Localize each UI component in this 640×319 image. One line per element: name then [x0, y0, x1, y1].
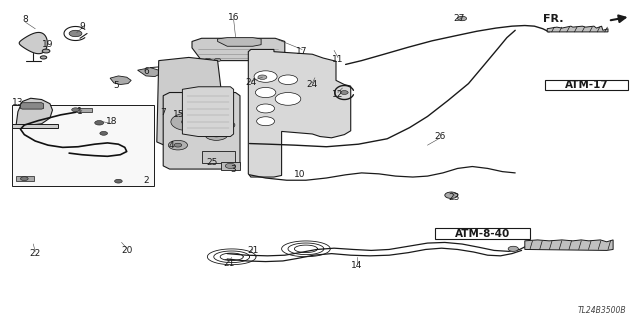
Text: 22: 22	[29, 249, 41, 258]
Circle shape	[168, 140, 188, 150]
Circle shape	[207, 114, 215, 117]
Circle shape	[69, 30, 82, 37]
Text: 11: 11	[332, 55, 344, 63]
Circle shape	[196, 126, 207, 131]
Text: 25: 25	[207, 158, 218, 167]
Text: 5: 5	[114, 81, 119, 90]
Circle shape	[269, 58, 275, 62]
Polygon shape	[157, 57, 227, 149]
Circle shape	[214, 58, 221, 62]
Text: 3: 3	[231, 165, 236, 174]
Text: 2: 2	[143, 176, 148, 185]
Text: ATM-8-40: ATM-8-40	[455, 228, 510, 239]
Text: TL24B3500B: TL24B3500B	[577, 306, 626, 315]
Bar	[435, 228, 530, 239]
Circle shape	[189, 122, 214, 135]
Text: 6: 6	[143, 67, 148, 76]
Circle shape	[174, 143, 182, 147]
Bar	[545, 80, 628, 90]
Polygon shape	[218, 38, 261, 46]
Polygon shape	[248, 49, 351, 177]
Circle shape	[95, 121, 104, 125]
Polygon shape	[182, 87, 234, 137]
Polygon shape	[12, 124, 58, 128]
Polygon shape	[547, 26, 608, 32]
Circle shape	[163, 110, 173, 115]
Text: 4: 4	[169, 141, 174, 150]
Circle shape	[257, 104, 275, 113]
Circle shape	[259, 58, 266, 62]
Circle shape	[254, 71, 277, 82]
Text: 23: 23	[449, 193, 460, 202]
Polygon shape	[163, 93, 240, 169]
Circle shape	[255, 87, 276, 98]
Circle shape	[224, 123, 230, 127]
Text: FR.: FR.	[543, 13, 563, 24]
Circle shape	[20, 177, 28, 181]
Polygon shape	[19, 33, 47, 54]
Bar	[12, 105, 154, 186]
Polygon shape	[525, 240, 613, 250]
Polygon shape	[16, 98, 52, 126]
Text: 12: 12	[332, 90, 344, 99]
Circle shape	[202, 111, 221, 120]
Circle shape	[258, 75, 267, 79]
Circle shape	[445, 192, 458, 198]
Circle shape	[212, 132, 221, 137]
Circle shape	[182, 118, 196, 125]
Text: 27: 27	[454, 14, 465, 23]
Text: 15: 15	[173, 110, 185, 119]
Circle shape	[205, 129, 228, 140]
Text: 10: 10	[294, 170, 305, 179]
Text: ATM-17: ATM-17	[565, 80, 609, 90]
Circle shape	[42, 49, 50, 53]
Circle shape	[171, 113, 207, 131]
Circle shape	[40, 56, 47, 59]
Text: 9: 9	[79, 22, 84, 31]
Text: 16: 16	[228, 13, 239, 22]
Circle shape	[220, 121, 235, 129]
Text: 21: 21	[223, 259, 235, 268]
Circle shape	[115, 179, 122, 183]
Text: 20: 20	[121, 246, 132, 255]
Polygon shape	[138, 68, 160, 77]
Text: 1: 1	[77, 107, 83, 115]
Polygon shape	[110, 76, 131, 85]
Polygon shape	[20, 103, 44, 109]
Text: 26: 26	[435, 132, 446, 141]
Text: 7: 7	[161, 108, 166, 117]
Text: 17: 17	[296, 47, 308, 56]
Text: 13: 13	[12, 98, 24, 107]
Circle shape	[275, 58, 282, 62]
Circle shape	[100, 131, 108, 135]
Circle shape	[458, 16, 467, 21]
Polygon shape	[192, 38, 285, 61]
Text: 14: 14	[351, 261, 363, 270]
Bar	[221, 162, 240, 170]
Bar	[202, 151, 235, 163]
Text: 8: 8	[23, 15, 28, 24]
Circle shape	[72, 108, 79, 112]
Text: 21: 21	[247, 246, 259, 255]
Bar	[16, 176, 34, 181]
Circle shape	[195, 58, 202, 62]
Circle shape	[278, 75, 298, 85]
Circle shape	[508, 246, 518, 251]
Circle shape	[205, 58, 211, 62]
Bar	[76, 108, 92, 112]
Text: 24: 24	[245, 78, 257, 87]
Circle shape	[257, 117, 275, 126]
Circle shape	[340, 91, 348, 94]
Text: 18: 18	[106, 117, 118, 126]
Text: 19: 19	[42, 40, 54, 48]
Text: 24: 24	[307, 80, 318, 89]
Circle shape	[275, 93, 301, 105]
Circle shape	[225, 163, 236, 168]
